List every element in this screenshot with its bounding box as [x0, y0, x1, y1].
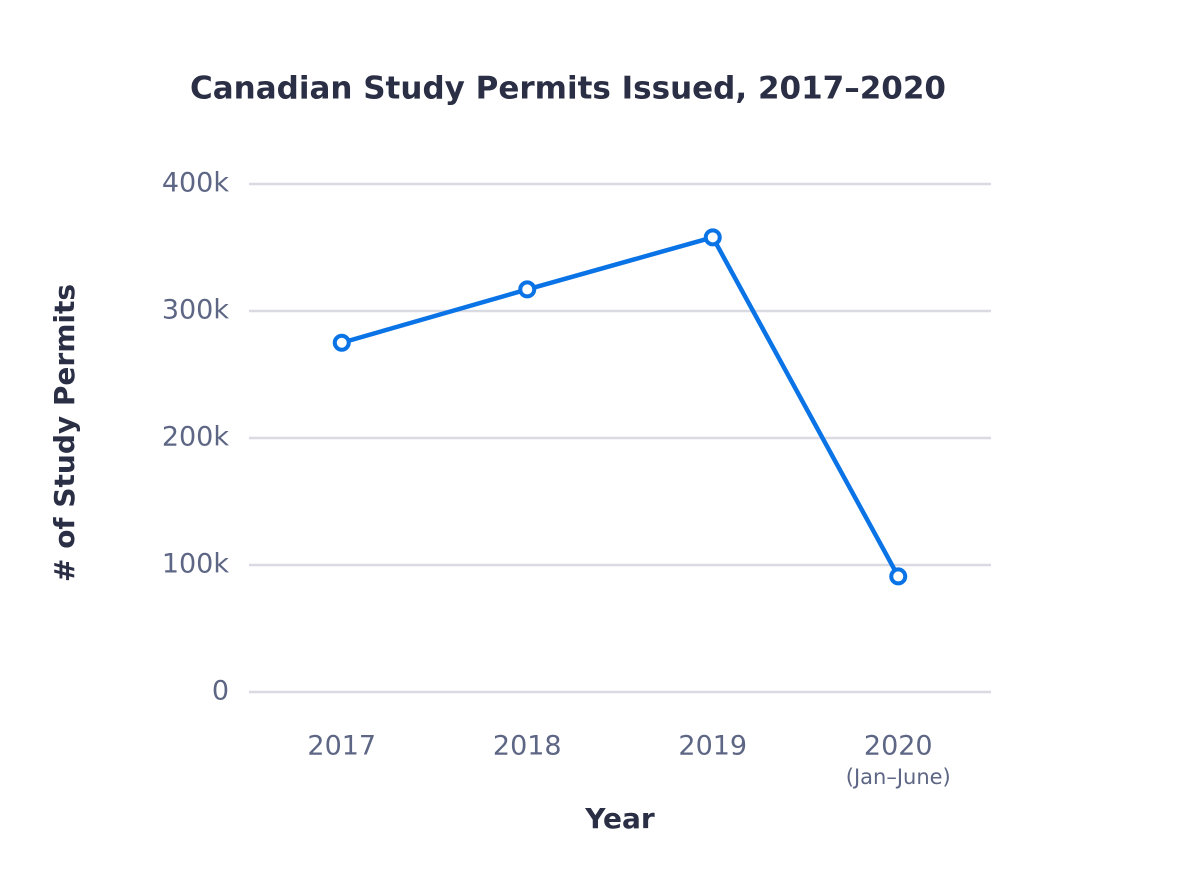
y-axis-title: # of Study Permits — [48, 284, 81, 582]
chart-title: Canadian Study Permits Issued, 2017–2020 — [190, 71, 946, 107]
point — [703, 228, 722, 247]
x-tick-label: 2020 — [864, 731, 933, 762]
point — [332, 333, 351, 352]
x-tick-label: 2018 — [493, 731, 562, 762]
x-tick-label: 2017 — [307, 731, 376, 762]
x-tick-label: 2019 — [678, 731, 747, 762]
y-tick-label: 400k — [162, 168, 230, 199]
x-axis-title: Year — [584, 802, 655, 835]
y-tick-label: 0 — [212, 676, 229, 707]
y-tick-label: 200k — [162, 422, 230, 453]
y-tick-label: 300k — [162, 295, 230, 326]
line — [341, 235, 901, 578]
y-tick-label: 100k — [162, 549, 230, 580]
point — [889, 567, 908, 586]
point — [518, 280, 537, 299]
x-tick-sublabel: (Jan–June) — [846, 765, 951, 789]
